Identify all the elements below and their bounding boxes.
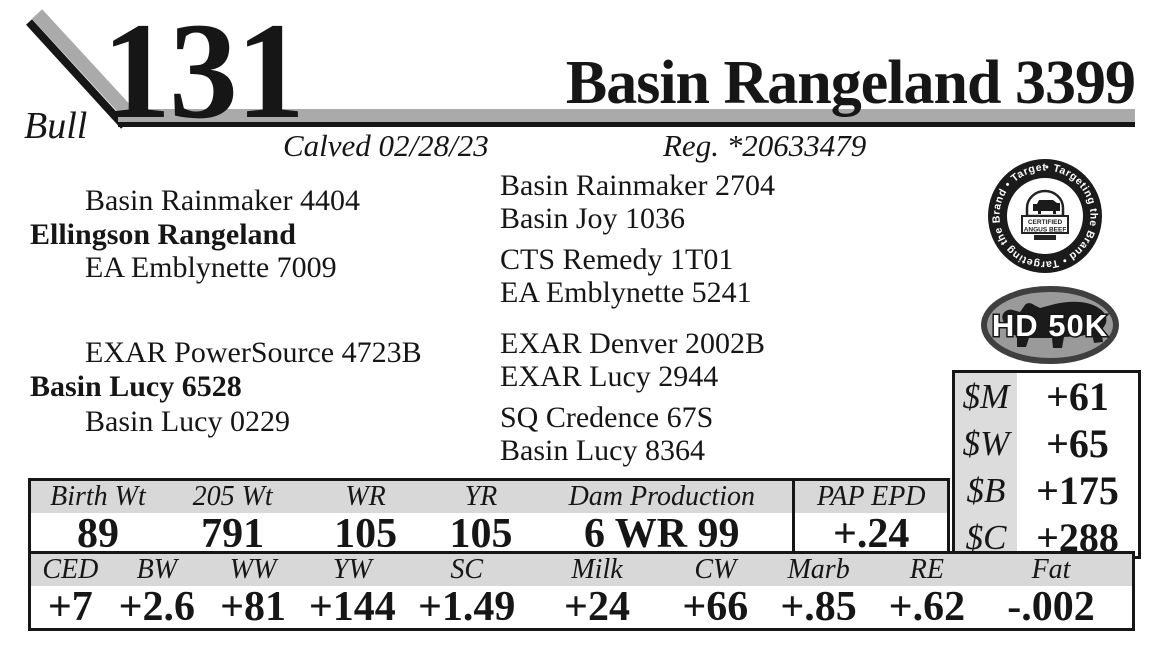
epd-value: -.002 xyxy=(1007,586,1095,630)
performance-header: PAP EPD xyxy=(792,479,949,513)
hd50k-logo: HD 50K xyxy=(981,286,1119,364)
epd-table: CED BW WW YW SC Milk CW Marb RE Fat +7 +… xyxy=(28,551,1135,631)
epd-value-row: +7 +2.6 +81 +144 +1.49 +24 +66 +.85 +.62… xyxy=(30,586,1134,630)
performance-header: Dam Production xyxy=(531,479,794,513)
value-index-label: $W xyxy=(955,420,1017,467)
dam-grandsire: EXAR PowerSource 4723B xyxy=(85,336,422,369)
performance-header: Birth Wt xyxy=(29,479,165,513)
performance-header: YR xyxy=(430,479,532,513)
sire-ancestor-4: EA Emblynette 5241 xyxy=(500,276,752,309)
dam-name: Basin Lucy 6528 xyxy=(30,370,242,403)
dam-ancestor-3: SQ Credence 67S xyxy=(500,401,714,434)
epd-header: CW xyxy=(663,552,768,586)
epd-value: +24 xyxy=(564,586,630,630)
certified-angus-beef-logo: • Targeting the Brand • Targeting the Br… xyxy=(985,156,1102,273)
performance-value: +.24 xyxy=(792,513,949,557)
header-slash-graphic xyxy=(26,9,1135,129)
epd-header: WW xyxy=(203,552,303,586)
epd-value: +144 xyxy=(308,586,396,630)
epd-value: +.62 xyxy=(888,586,966,630)
hd50k-bull-silhouette xyxy=(1002,301,1107,348)
value-index-box: $M +61 $W +65 $B +175 $C +288 xyxy=(952,370,1141,561)
dam-granddam: Basin Lucy 0229 xyxy=(85,405,290,438)
calved-date: Calved 02/28/23 xyxy=(283,128,489,163)
hd50k-label: HD 50K xyxy=(992,308,1108,343)
sire-granddam: EA Emblynette 7009 xyxy=(85,251,337,284)
epd-header: BW xyxy=(109,552,204,586)
epd-header: Fat xyxy=(984,552,1134,586)
dam-ancestor-4: Basin Lucy 8364 xyxy=(500,434,705,467)
epd-value: +2.6 xyxy=(118,586,196,630)
epd-header: YW xyxy=(302,552,403,586)
epd-header: Marb xyxy=(767,552,870,586)
dam-ancestor-2: EXAR Lucy 2944 xyxy=(500,360,719,393)
performance-value-row: 89 791 105 105 6 WR 99 +.24 xyxy=(30,513,949,557)
performance-header-row: Birth Wt 205 Wt WR YR Dam Production PAP… xyxy=(29,479,949,513)
sire-name: Ellingson Rangeland xyxy=(30,218,296,251)
sire-ancestor-3: CTS Remedy 1T01 xyxy=(500,243,734,276)
value-index-value: +65 xyxy=(1046,421,1109,466)
performance-header: WR xyxy=(300,479,431,513)
epd-value: +81 xyxy=(220,586,287,630)
header-gray-bar xyxy=(118,109,1135,122)
sire-ancestor-1: Basin Rainmaker 2704 xyxy=(500,169,775,202)
sire-ancestor-2: Basin Joy 1036 xyxy=(500,202,686,235)
epd-value: +66 xyxy=(682,586,749,630)
performance-value: 105 xyxy=(449,513,513,557)
performance-value: 791 xyxy=(201,513,265,557)
value-index-value: +175 xyxy=(1036,468,1119,513)
epd-value: +.85 xyxy=(780,586,857,630)
performance-value: 6 WR 99 xyxy=(583,513,740,557)
animal-name-title: Basin Rangeland 3399 xyxy=(565,49,1136,117)
epd-header: CED xyxy=(29,552,110,586)
lot-number: 131 xyxy=(102,0,305,147)
performance-header: 205 Wt xyxy=(164,479,301,513)
epd-value: +1.49 xyxy=(417,586,516,630)
epd-value: +7 xyxy=(47,586,93,630)
performance-value: 105 xyxy=(334,513,398,557)
cab-banner-line2: ANGUS BEEF xyxy=(1024,227,1067,234)
header-black-underline xyxy=(118,122,1135,127)
sire-grandsire: Basin Rainmaker 4404 xyxy=(85,184,360,217)
epd-header-row: CED BW WW YW SC Milk CW Marb RE Fat xyxy=(29,552,1134,586)
epd-header: RE xyxy=(869,552,985,586)
epd-header: SC xyxy=(402,552,531,586)
registration-number: Reg. *20633479 xyxy=(663,128,867,163)
cab-bull-silhouette xyxy=(1033,200,1060,214)
slash-gray-stripe xyxy=(31,9,137,121)
performance-value: 89 xyxy=(76,513,119,557)
cab-bottom-bar xyxy=(1034,235,1056,240)
sex-label: Bull xyxy=(24,105,88,147)
slash-black-edge xyxy=(26,19,127,129)
dam-ancestor-1: EXAR Denver 2002B xyxy=(500,327,765,360)
value-index-label: $B xyxy=(955,467,1017,514)
value-index-label: $M xyxy=(955,373,1017,420)
cab-banner-line1: CERTIFIED xyxy=(1028,219,1063,226)
performance-table: Birth Wt 205 Wt WR YR Dam Production PAP… xyxy=(28,478,950,558)
epd-header: Milk xyxy=(530,552,664,586)
value-index-value: +61 xyxy=(1046,374,1109,419)
cab-banner xyxy=(1021,215,1069,234)
